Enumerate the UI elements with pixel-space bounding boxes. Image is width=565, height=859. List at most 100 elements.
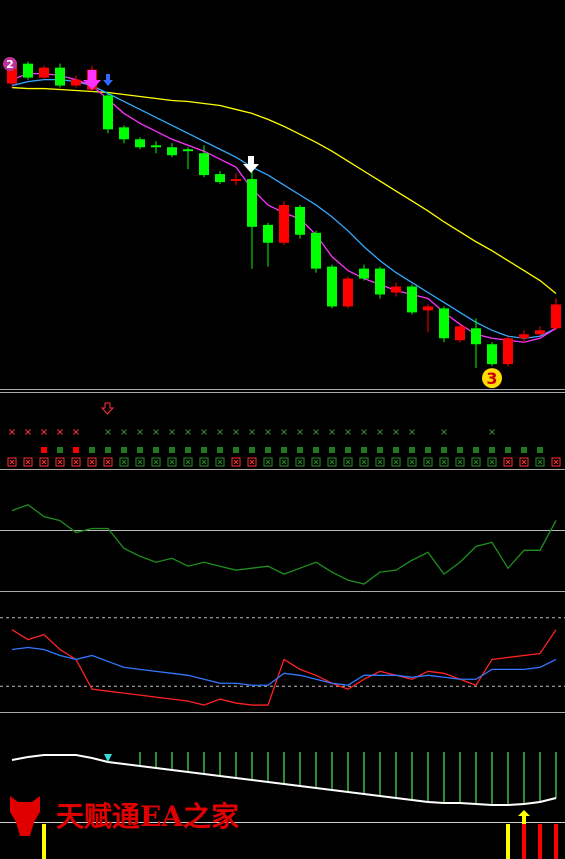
signal-box	[487, 457, 497, 467]
signal-box	[311, 457, 321, 467]
signal-box	[7, 457, 17, 467]
signal-square	[297, 447, 303, 453]
signal-square	[169, 447, 175, 453]
signal-x	[121, 429, 127, 435]
candle-body	[439, 308, 449, 339]
candle-body	[119, 127, 129, 140]
signal-square	[473, 447, 479, 453]
signal-square	[265, 447, 271, 453]
line	[11, 86, 557, 294]
candle-body	[359, 268, 369, 279]
signal-square	[41, 447, 47, 453]
signal-x	[73, 429, 79, 435]
signal-box	[215, 457, 225, 467]
candle-body	[167, 147, 177, 156]
arrow	[100, 402, 115, 415]
signal-box	[39, 457, 49, 467]
signal-box	[519, 457, 529, 467]
signal-square	[249, 447, 255, 453]
signal-box	[71, 457, 81, 467]
signal-square	[345, 447, 351, 453]
signal-square	[425, 447, 431, 453]
signal-box	[343, 457, 353, 467]
signal-square	[57, 447, 63, 453]
signal-x	[169, 429, 175, 435]
candle-body	[7, 65, 17, 84]
signal-box	[87, 457, 97, 467]
signal-square	[457, 447, 463, 453]
signal-x	[57, 429, 63, 435]
signal-box	[295, 457, 305, 467]
signal-box	[375, 457, 385, 467]
line	[11, 78, 557, 339]
candle-body	[295, 206, 305, 235]
marker-label: 2	[6, 58, 14, 71]
signal-square	[441, 447, 447, 453]
signal-box	[535, 457, 545, 467]
candle-body	[535, 330, 545, 335]
signal-bar	[554, 824, 558, 859]
line	[11, 503, 557, 585]
signal-bar	[522, 824, 526, 859]
signal-x	[137, 429, 143, 435]
signal-square	[313, 447, 319, 453]
candle-body	[55, 67, 65, 86]
signal-x	[441, 429, 447, 435]
arrow	[104, 754, 112, 762]
signal-box	[455, 457, 465, 467]
signal-square	[489, 447, 495, 453]
candle-body	[391, 286, 401, 293]
signal-square	[329, 447, 335, 453]
signal-square	[89, 447, 95, 453]
signal-x	[489, 429, 495, 435]
candle-body	[23, 63, 33, 78]
signal-box	[439, 457, 449, 467]
signal-x	[377, 429, 383, 435]
signal-square	[377, 447, 383, 453]
signal-box	[151, 457, 161, 467]
signal-x	[105, 429, 111, 435]
signal-box	[279, 457, 289, 467]
signal-x	[185, 429, 191, 435]
candle-body	[519, 334, 529, 339]
candle-body	[503, 338, 513, 365]
signal-box	[167, 457, 177, 467]
signal-x	[9, 429, 15, 435]
signal-square	[393, 447, 399, 453]
signal-box	[391, 457, 401, 467]
signal-box	[471, 457, 481, 467]
signal-x	[233, 429, 239, 435]
plots: 23	[0, 57, 565, 859]
logo	[10, 796, 40, 836]
signal-square	[409, 447, 415, 453]
signal-bar	[42, 824, 46, 859]
signal-x	[265, 429, 271, 435]
signal-square	[233, 447, 239, 453]
candle-body	[311, 232, 321, 269]
arrow	[103, 74, 113, 86]
candle-body	[135, 139, 145, 148]
candle-body	[375, 268, 385, 295]
candle-body	[423, 306, 433, 311]
signal-square	[185, 447, 191, 453]
candle-body	[279, 204, 289, 243]
signal-square	[105, 447, 111, 453]
signal-box	[199, 457, 209, 467]
signal-x	[393, 429, 399, 435]
candle-body	[103, 95, 113, 130]
signal-box	[23, 457, 33, 467]
signal-box	[183, 457, 193, 467]
signal-box	[359, 457, 369, 467]
signal-x	[297, 429, 303, 435]
candle-body	[407, 286, 417, 313]
signal-square	[153, 447, 159, 453]
candle-body	[71, 79, 81, 86]
line	[11, 646, 557, 686]
candle-body	[183, 149, 193, 152]
candle-body	[151, 145, 161, 148]
signal-box	[327, 457, 337, 467]
arrow	[518, 810, 530, 824]
signal-square	[281, 447, 287, 453]
